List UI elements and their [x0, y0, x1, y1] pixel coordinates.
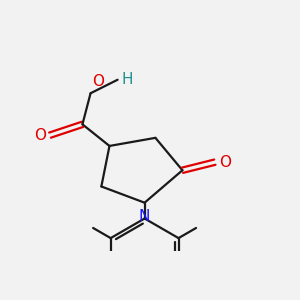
- Text: O: O: [219, 155, 231, 170]
- Text: N: N: [139, 209, 150, 224]
- Text: O: O: [34, 128, 46, 142]
- Text: O: O: [92, 74, 104, 89]
- Text: H: H: [122, 72, 133, 87]
